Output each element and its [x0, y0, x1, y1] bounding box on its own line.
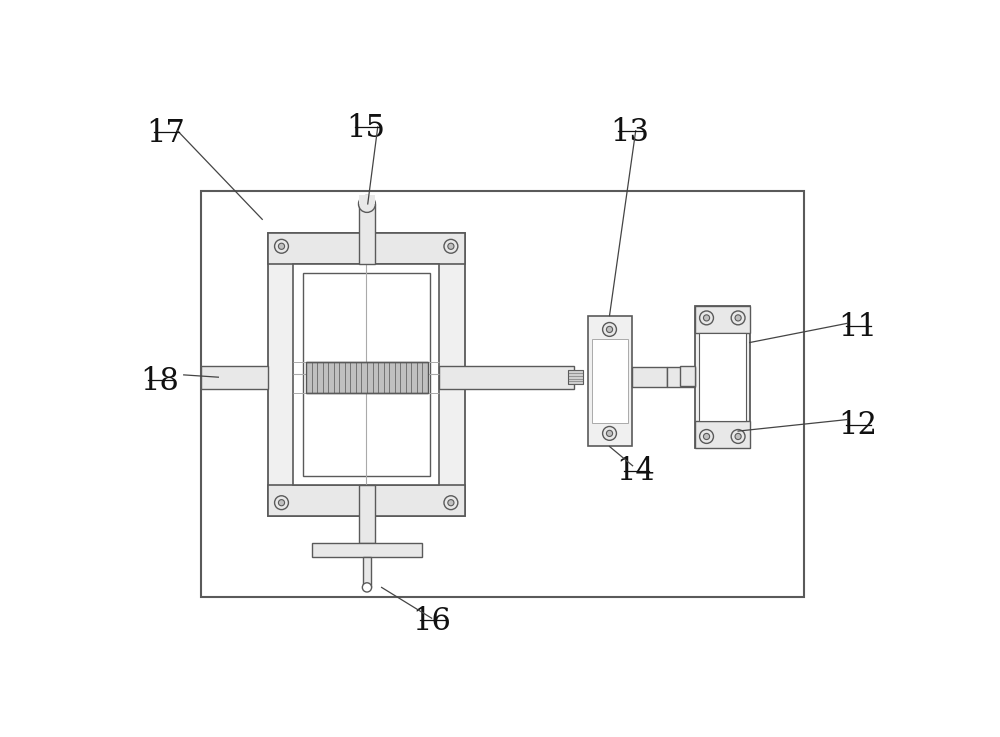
Bar: [695, 306, 750, 332]
Text: 13: 13: [610, 117, 649, 148]
Bar: [268, 233, 465, 516]
Text: 15: 15: [347, 113, 386, 144]
Bar: [568, 370, 583, 384]
Circle shape: [362, 583, 372, 592]
Bar: [201, 191, 804, 597]
Bar: [358, 485, 375, 542]
Bar: [592, 339, 628, 423]
Bar: [306, 362, 428, 393]
Circle shape: [735, 433, 741, 439]
Bar: [695, 421, 750, 448]
Bar: [201, 366, 268, 388]
Circle shape: [275, 240, 288, 254]
Text: 11: 11: [838, 312, 877, 343]
Text: 17: 17: [147, 118, 185, 149]
Circle shape: [606, 326, 613, 332]
Circle shape: [703, 315, 710, 321]
Bar: [358, 195, 375, 204]
Bar: [666, 367, 695, 387]
Text: 18: 18: [140, 366, 179, 397]
Bar: [363, 556, 371, 587]
Bar: [680, 366, 695, 386]
Circle shape: [275, 496, 288, 509]
Bar: [439, 366, 574, 388]
Circle shape: [703, 433, 710, 439]
Bar: [293, 264, 439, 485]
Circle shape: [448, 500, 454, 506]
Circle shape: [606, 430, 613, 436]
Circle shape: [448, 243, 454, 249]
Text: 12: 12: [838, 411, 877, 441]
Circle shape: [358, 195, 375, 212]
Circle shape: [278, 243, 285, 249]
Circle shape: [731, 311, 745, 325]
Circle shape: [603, 323, 616, 336]
Circle shape: [444, 496, 458, 509]
Text: 16: 16: [412, 606, 451, 637]
Circle shape: [731, 430, 745, 444]
Bar: [312, 542, 422, 556]
Bar: [699, 333, 746, 421]
Circle shape: [278, 500, 285, 506]
Bar: [632, 367, 667, 387]
Text: 14: 14: [616, 456, 655, 487]
Circle shape: [603, 427, 616, 440]
Circle shape: [700, 311, 713, 325]
Circle shape: [700, 430, 713, 444]
Bar: [268, 485, 465, 516]
Bar: [358, 204, 375, 264]
Bar: [588, 315, 632, 447]
Bar: [303, 273, 430, 476]
Bar: [695, 306, 750, 448]
Bar: [268, 233, 465, 264]
Circle shape: [444, 240, 458, 254]
Circle shape: [735, 315, 741, 321]
